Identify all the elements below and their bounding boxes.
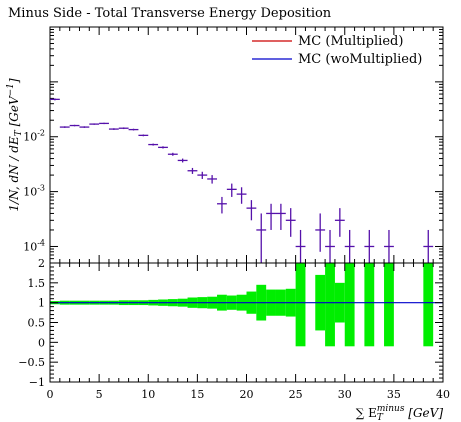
data-point xyxy=(334,208,345,237)
y-tick-label-exponent: -4 xyxy=(37,238,45,247)
y-tick-label-exponent: -3 xyxy=(37,184,45,193)
legend-label-multiplied: MC (Multiplied) xyxy=(298,34,403,49)
ratio-bands xyxy=(50,263,434,347)
x-axis-label-subscript: T xyxy=(377,413,384,422)
data-point xyxy=(217,196,227,214)
ratio-band xyxy=(384,263,394,347)
ratio-plot-panel: −1 −0.5 0 0.5 1 1.5 2 0 5 10 15 20 25 30 35 40 ∑ ETmin… xyxy=(18,257,450,422)
data-point xyxy=(285,208,296,237)
ratio-y-tick-label: 1.5 xyxy=(28,277,46,290)
x-tick-label: 35 xyxy=(387,388,401,401)
x-axis-label-unit: [GeV] xyxy=(404,406,443,420)
data-point xyxy=(108,128,119,130)
ratio-y-tick-label: 1 xyxy=(38,297,45,310)
y-axis-label-close: ] xyxy=(7,78,21,84)
x-tick-label: 0 xyxy=(47,388,54,401)
main-plot-ticks xyxy=(49,26,444,264)
y-tick-label: 10-3 xyxy=(23,184,45,199)
x-tick-label: 5 xyxy=(96,388,103,401)
data-point xyxy=(148,143,159,146)
x-tick-label: 20 xyxy=(240,388,254,401)
ratio-y-tick-label: 0.5 xyxy=(28,317,46,330)
chart-title: Minus Side - Total Transverse Energy Dep… xyxy=(8,6,332,21)
ratio-ytick-labels: −1 −0.5 0 0.5 1 1.5 2 xyxy=(18,257,45,389)
y-tick-label-base: 10 xyxy=(23,186,37,199)
ratio-band xyxy=(423,263,434,347)
data-point xyxy=(79,126,90,128)
data-point xyxy=(158,146,168,149)
data-point xyxy=(266,203,276,230)
x-tick-label: 25 xyxy=(289,388,303,401)
y-tick-label: 10-2 xyxy=(23,129,45,144)
data-point xyxy=(177,158,188,163)
data-point xyxy=(246,200,257,221)
data-point xyxy=(167,152,178,156)
y-axis-label-text: 1/N, dN / dE xyxy=(7,136,21,212)
data-point xyxy=(226,183,237,197)
data-points xyxy=(50,98,434,263)
x-tick-label: 10 xyxy=(141,388,155,401)
ratio-y-tick-label: −1 xyxy=(29,376,45,389)
data-point xyxy=(138,134,149,137)
data-point xyxy=(236,187,247,204)
ratio-y-tick-label: 2 xyxy=(38,257,45,270)
y-tick-label-base: 10 xyxy=(23,240,37,253)
data-point xyxy=(197,171,208,179)
data-point xyxy=(325,229,335,263)
ratio-band xyxy=(325,263,335,347)
data-point xyxy=(384,229,394,263)
ratio-plot-ticks xyxy=(49,262,444,383)
legend: MC (Multiplied) MC (woMultiplied) xyxy=(252,34,422,67)
data-point xyxy=(50,98,60,101)
y-axis-label: 1/N, dN / dET [GeV−1] xyxy=(6,78,24,212)
ratio-y-tick-label: 0 xyxy=(38,336,45,349)
data-point xyxy=(118,127,129,130)
x-tick-labels: 0 5 10 15 20 25 30 35 40 xyxy=(47,388,451,401)
data-point xyxy=(275,203,286,230)
y-axis-label-unit: [GeV xyxy=(7,95,21,130)
ratio-band xyxy=(364,263,375,347)
y-axis-label-subscript: T xyxy=(14,129,24,136)
data-point xyxy=(89,123,100,125)
data-point xyxy=(344,229,355,263)
ratio-y-tick-label: −0.5 xyxy=(18,356,45,369)
legend-label-womultiplied: MC (woMultiplied) xyxy=(298,52,422,67)
ratio-band xyxy=(295,263,306,347)
x-axis-label-sum: ∑ E xyxy=(356,406,377,420)
data-point xyxy=(256,213,267,263)
x-tick-label: 40 xyxy=(436,388,450,401)
main-plot-panel: 10-210-310-4 1/N, dN / dET [GeV−1] MC (M… xyxy=(6,26,444,264)
main-plot-ytick-labels: 10-210-310-4 xyxy=(23,129,45,254)
data-point xyxy=(315,213,326,252)
data-point xyxy=(364,229,375,263)
y-axis-label-superscript: −1 xyxy=(6,83,16,96)
data-point xyxy=(59,126,70,128)
x-tick-label: 30 xyxy=(338,388,352,401)
y-tick-label: 10-4 xyxy=(23,238,45,253)
x-tick-label: 15 xyxy=(190,388,204,401)
y-tick-label-exponent: -2 xyxy=(37,129,45,138)
data-point xyxy=(423,229,434,263)
data-point xyxy=(99,122,109,125)
x-axis-label-superscript: minus xyxy=(377,404,405,414)
ratio-band xyxy=(344,263,355,347)
data-point xyxy=(207,175,218,184)
data-point xyxy=(128,128,139,131)
data-point xyxy=(295,229,306,263)
data-point xyxy=(187,167,198,174)
y-tick-label-base: 10 xyxy=(23,131,37,144)
x-axis-label: ∑ ETminus [GeV] xyxy=(356,404,444,422)
data-point xyxy=(69,124,80,127)
